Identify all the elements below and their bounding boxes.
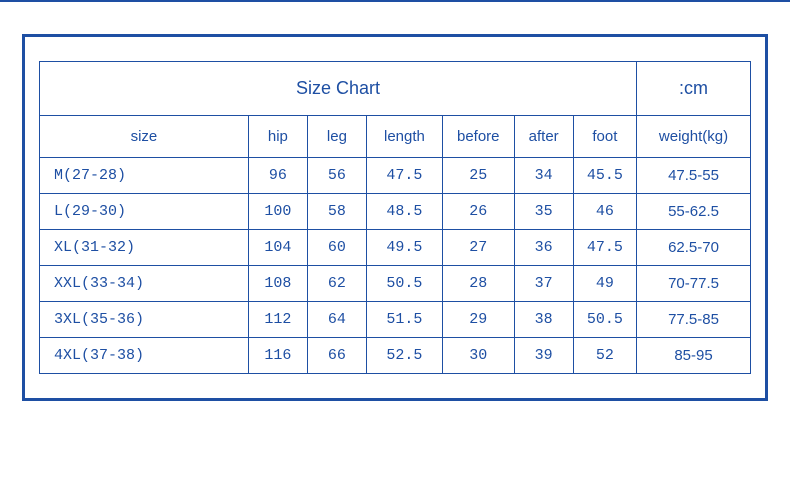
cell-weight: 77.5-85 [637,302,751,338]
title-row: Size Chart :cm [40,62,751,116]
col-size: size [40,116,249,158]
col-after: after [514,116,573,158]
table-title: Size Chart [40,62,637,116]
col-hip: hip [248,116,307,158]
cell-length: 49.5 [366,230,442,266]
cell-leg: 62 [307,266,366,302]
cell-weight: 55-62.5 [637,194,751,230]
cell-before: 26 [442,194,514,230]
top-border-rule [0,0,790,2]
cell-before: 28 [442,266,514,302]
col-length: length [366,116,442,158]
cell-leg: 60 [307,230,366,266]
cell-foot: 45.5 [573,158,636,194]
cell-hip: 116 [248,338,307,374]
unit-label: :cm [637,62,751,116]
cell-foot: 46 [573,194,636,230]
cell-foot: 47.5 [573,230,636,266]
cell-before: 30 [442,338,514,374]
cell-weight: 70-77.5 [637,266,751,302]
cell-before: 29 [442,302,514,338]
cell-leg: 66 [307,338,366,374]
cell-hip: 112 [248,302,307,338]
cell-hip: 100 [248,194,307,230]
cell-foot: 52 [573,338,636,374]
table-row: XL(31-32) 104 60 49.5 27 36 47.5 62.5-70 [40,230,751,266]
cell-before: 25 [442,158,514,194]
cell-hip: 104 [248,230,307,266]
cell-hip: 96 [248,158,307,194]
cell-after: 37 [514,266,573,302]
cell-after: 38 [514,302,573,338]
col-foot: foot [573,116,636,158]
cell-before: 27 [442,230,514,266]
cell-size: L(29-30) [40,194,249,230]
table-row: 3XL(35-36) 112 64 51.5 29 38 50.5 77.5-8… [40,302,751,338]
cell-weight: 85-95 [637,338,751,374]
table-row: L(29-30) 100 58 48.5 26 35 46 55-62.5 [40,194,751,230]
col-leg: leg [307,116,366,158]
cell-size: XL(31-32) [40,230,249,266]
cell-after: 39 [514,338,573,374]
cell-length: 47.5 [366,158,442,194]
table-row: XXL(33-34) 108 62 50.5 28 37 49 70-77.5 [40,266,751,302]
table-row: M(27-28) 96 56 47.5 25 34 45.5 47.5-55 [40,158,751,194]
cell-size: M(27-28) [40,158,249,194]
cell-hip: 108 [248,266,307,302]
cell-leg: 64 [307,302,366,338]
size-chart-frame: Size Chart :cm size hip leg length befor… [22,34,768,401]
cell-length: 50.5 [366,266,442,302]
col-weight: weight(kg) [637,116,751,158]
cell-after: 35 [514,194,573,230]
cell-weight: 47.5-55 [637,158,751,194]
cell-foot: 50.5 [573,302,636,338]
cell-after: 36 [514,230,573,266]
col-before: before [442,116,514,158]
cell-foot: 49 [573,266,636,302]
cell-size: XXL(33-34) [40,266,249,302]
cell-leg: 56 [307,158,366,194]
size-chart-table: Size Chart :cm size hip leg length befor… [39,61,751,374]
cell-after: 34 [514,158,573,194]
header-row: size hip leg length before after foot we… [40,116,751,158]
cell-length: 52.5 [366,338,442,374]
cell-length: 48.5 [366,194,442,230]
cell-size: 4XL(37-38) [40,338,249,374]
cell-size: 3XL(35-36) [40,302,249,338]
cell-leg: 58 [307,194,366,230]
cell-length: 51.5 [366,302,442,338]
table-row: 4XL(37-38) 116 66 52.5 30 39 52 85-95 [40,338,751,374]
cell-weight: 62.5-70 [637,230,751,266]
